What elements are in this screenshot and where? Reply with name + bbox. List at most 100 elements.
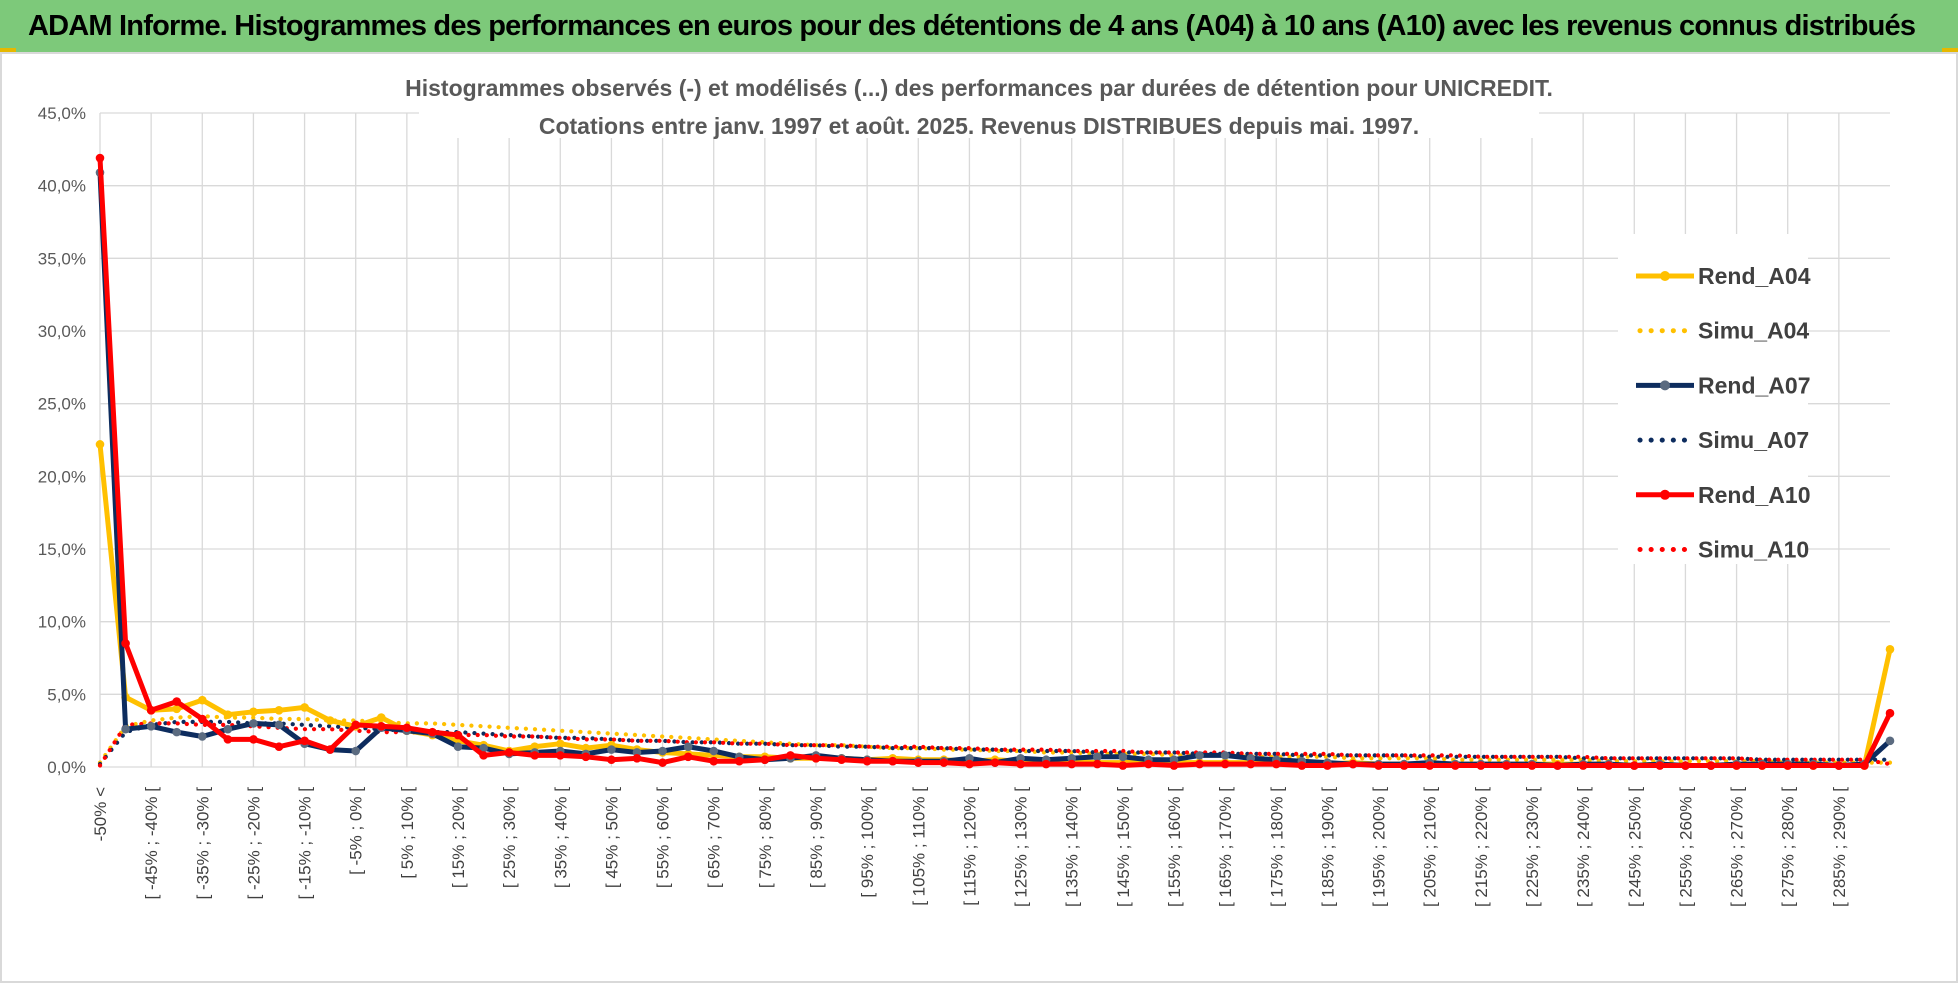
data-point-Rend_A04: [223, 710, 233, 719]
data-point-Rend_A10: [1297, 761, 1307, 770]
data-point-Rend_A10: [1271, 759, 1281, 769]
x-tick-label: [ 5% ; 10% [: [398, 787, 417, 879]
corner-mark-top-left: [0, 48, 16, 54]
x-tick-label: [ 45% ; 50% [: [602, 787, 621, 888]
data-point-Rend_A07: [1220, 751, 1230, 760]
data-point-Rend_A10: [1323, 761, 1332, 770]
data-point-Rend_A10: [325, 745, 335, 754]
series-line-Simu_A10: [97, 721, 1893, 768]
chart-title-line-2: Cotations entre janv. 1997 et août. 2025…: [539, 113, 1419, 139]
legend: Rend_A04 Simu_A04 Rend_A07 Simu_A07 Rend_A10…: [1618, 234, 1811, 564]
data-point-Rend_A10: [1144, 759, 1153, 769]
data-point-Rend_A10: [1808, 761, 1818, 770]
data-point-Rend_A10: [632, 753, 642, 763]
data-point-Rend_A10: [1732, 761, 1741, 770]
data-point-Rend_A10: [1757, 761, 1767, 770]
data-point-Rend_A10: [1041, 759, 1051, 769]
data-point-Rend_A10: [1374, 761, 1383, 770]
data-point-Rend_A07: [479, 743, 488, 753]
data-point-Rend_A04: [197, 695, 207, 705]
x-tick-label: [ 225% ; 230% [: [1523, 787, 1542, 907]
data-point-Rend_A10: [1783, 761, 1793, 770]
data-point-Rend_A07: [1092, 752, 1102, 762]
data-point-Rend_A07: [172, 727, 182, 737]
y-tick-label: 20,0%: [38, 467, 86, 486]
data-point-Rend_A10: [607, 755, 616, 765]
data-point-Rend_A04: [274, 706, 284, 715]
data-point-Rend_A10: [428, 727, 437, 737]
data-point-Rend_A07: [658, 746, 667, 756]
report-banner-title: ADAM Informe. Histogrammes des performan…: [0, 0, 1958, 52]
x-tick-label: [ 165% ; 170% [: [1216, 787, 1235, 907]
data-point-Rend_A10: [274, 742, 284, 751]
x-tick-label: [ -45% ; -40% [: [142, 787, 161, 900]
data-point-Rend_A10: [1399, 761, 1409, 770]
data-point-Rend_A10: [351, 720, 361, 730]
x-tick-label: [ 55% ; 60% [: [654, 787, 673, 888]
data-point-Rend_A07: [683, 742, 693, 751]
x-tick-label: [ 175% ; 180% [: [1267, 787, 1286, 907]
chart-area: 0,0% 5,0% 10,0% 15,0% 20,0% 25,0% 30,0% 35,0% 40…: [0, 52, 1958, 983]
data-point-Rend_A10: [249, 735, 258, 744]
legend-label-Simu_A10: Simu_A10: [1698, 537, 1809, 563]
data-point-Rend_A04: [325, 716, 335, 725]
x-tick-label: [ 135% ; 140% [: [1063, 787, 1082, 907]
data-point-Rend_A07: [146, 722, 156, 731]
x-tick-label: [ 35% ; 40% [: [551, 787, 570, 888]
legend-label-Rend_A04: Rend_A04: [1698, 263, 1811, 289]
x-tick-label: [ 75% ; 80% [: [756, 787, 775, 888]
chart-title-background: [419, 64, 1539, 138]
x-tick-label: [ 235% ; 240% [: [1574, 787, 1593, 907]
data-point-Rend_A04: [249, 707, 258, 717]
data-point-Rend_A04: [1885, 644, 1895, 654]
data-point-Rend_A10: [1016, 759, 1025, 769]
x-tick-label: [ 65% ; 70% [: [705, 787, 724, 888]
data-point-Rend_A10: [300, 736, 309, 746]
x-tick-label: [ 155% ; 160% [: [1165, 787, 1184, 907]
data-point-Rend_A10: [1425, 761, 1435, 770]
data-point-Rend_A10: [939, 758, 949, 767]
data-point-Rend_A10: [402, 723, 412, 733]
data-point-Rend_A10: [121, 639, 130, 648]
data-point-Rend_A10: [709, 756, 719, 766]
x-tick-label: [ 265% ; 270% [: [1728, 787, 1747, 907]
data-point-Rend_A10: [1220, 759, 1230, 769]
y-tick-label: 15,0%: [38, 540, 86, 559]
data-point-Rend_A10: [530, 751, 540, 760]
y-tick-label: 30,0%: [38, 322, 86, 341]
legend-marker-Rend_A07: [1660, 380, 1670, 391]
y-axis-ticks: 0,0% 5,0% 10,0% 15,0% 20,0% 25,0% 30,0% 35,0% 40…: [38, 104, 86, 777]
data-point-Rend_A04: [300, 703, 309, 712]
data-point-Rend_A04: [376, 713, 386, 722]
x-tick-label: [ -5% ; 0% [: [347, 787, 366, 875]
x-tick-label: [ 105% ; 110% [: [909, 787, 928, 906]
legend-label-Simu_A04: Simu_A04: [1698, 318, 1809, 344]
data-point-Rend_A10: [581, 752, 591, 762]
data-point-Rend_A10: [1195, 759, 1204, 769]
x-tick-label: [ 95% ; 100% [: [858, 787, 877, 898]
x-axis-ticks: -50% < [ -45% ; -40% [[ -35% ; -30% [[ -2…: [91, 787, 1849, 907]
data-point-Rend_A10: [504, 748, 514, 757]
data-point-Rend_A07: [1885, 736, 1895, 746]
y-tick-label: 5,0%: [47, 685, 86, 704]
y-tick-label: 35,0%: [38, 249, 86, 268]
legend-label-Rend_A07: Rend_A07: [1698, 372, 1810, 398]
data-point-Rend_A10: [1246, 759, 1256, 769]
x-tick-label: [ 215% ; 220% [: [1472, 787, 1491, 907]
data-point-Rend_A10: [1169, 761, 1179, 770]
data-point-Rend_A10: [1502, 761, 1511, 770]
data-point-Rend_A10: [1860, 761, 1869, 770]
data-point-Rend_A07: [197, 732, 207, 741]
x-tick-label: [ -35% ; -30% [: [193, 787, 212, 900]
data-point-Rend_A10: [811, 753, 821, 763]
x-tick-label: -50% <: [91, 787, 110, 841]
data-point-Rend_A04: [172, 704, 182, 714]
y-tick-label: 0,0%: [47, 758, 86, 777]
y-tick-label: 45,0%: [38, 104, 86, 123]
legend-marker-Rend_A04: [1660, 271, 1670, 281]
data-point-Rend_A07: [223, 724, 233, 734]
data-point-Rend_A10: [786, 751, 795, 760]
data-point-Rend_A07: [121, 724, 130, 734]
data-point-Rend_A10: [862, 756, 872, 766]
data-point-Rend_A10: [1348, 759, 1358, 769]
